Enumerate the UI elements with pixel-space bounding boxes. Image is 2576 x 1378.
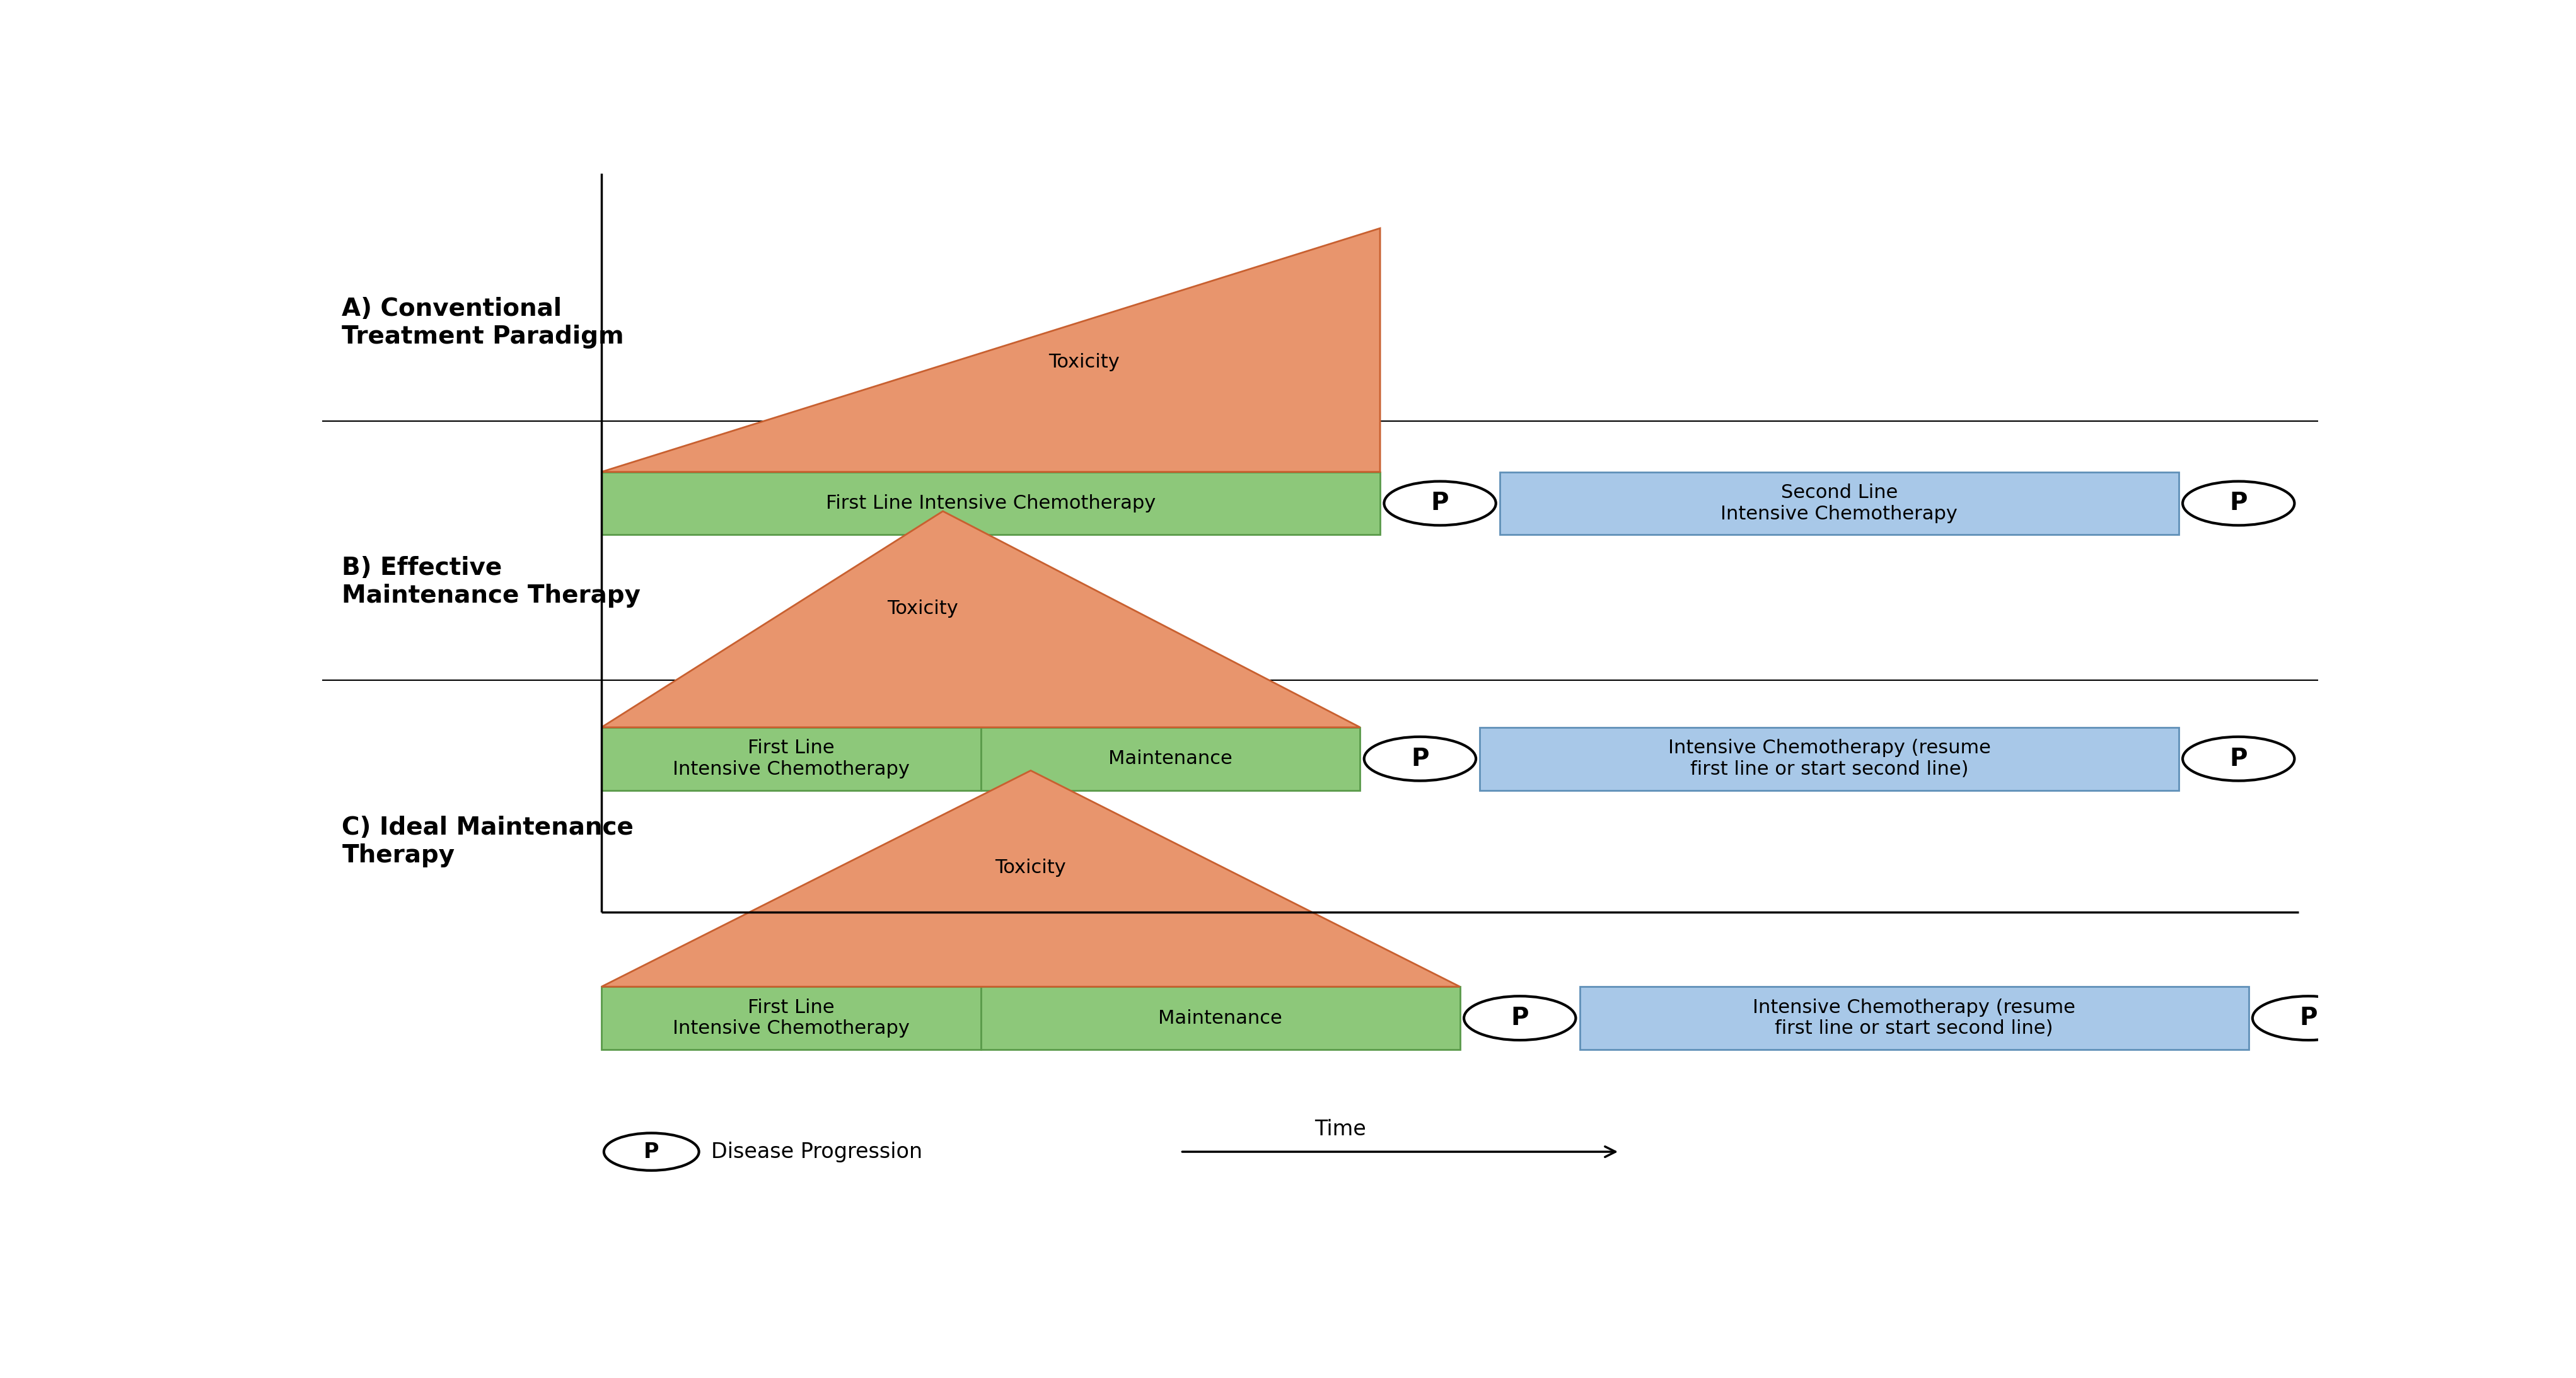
Text: Second Line
Intensive Chemotherapy: Second Line Intensive Chemotherapy: [1721, 484, 1958, 524]
Circle shape: [2182, 481, 2295, 525]
Circle shape: [2251, 996, 2365, 1040]
Text: A) Conventional
Treatment Paradigm: A) Conventional Treatment Paradigm: [343, 296, 623, 349]
Text: Toxicity: Toxicity: [994, 858, 1066, 876]
Text: P: P: [2300, 1006, 2318, 1031]
Polygon shape: [603, 770, 1461, 987]
Circle shape: [1383, 481, 1497, 525]
Text: Toxicity: Toxicity: [886, 599, 958, 617]
Text: Intensive Chemotherapy (resume
first line or start second line): Intensive Chemotherapy (resume first lin…: [1667, 739, 1991, 779]
Text: P: P: [2231, 492, 2246, 515]
Bar: [603, 987, 981, 1050]
Text: P: P: [1512, 1006, 1528, 1031]
Polygon shape: [603, 511, 1360, 728]
Text: P: P: [1412, 747, 1430, 770]
Text: P: P: [644, 1141, 659, 1162]
Text: P: P: [1432, 492, 1448, 515]
Text: First Line
Intensive Chemotherapy: First Line Intensive Chemotherapy: [672, 999, 909, 1038]
Text: First Line Intensive Chemotherapy: First Line Intensive Chemotherapy: [827, 495, 1157, 513]
Text: P: P: [2231, 747, 2246, 770]
Polygon shape: [603, 229, 1381, 471]
Circle shape: [1365, 737, 1476, 781]
Bar: [1579, 987, 2249, 1050]
Text: Disease Progression: Disease Progression: [711, 1141, 922, 1162]
Circle shape: [2182, 737, 2295, 781]
Text: Maintenance: Maintenance: [1108, 750, 1231, 768]
Text: Time: Time: [1314, 1119, 1365, 1140]
Text: B) Effective
Maintenance Therapy: B) Effective Maintenance Therapy: [343, 557, 641, 608]
Text: First Line
Intensive Chemotherapy: First Line Intensive Chemotherapy: [672, 739, 909, 779]
Bar: [1481, 728, 2179, 790]
Text: C) Ideal Maintenance
Therapy: C) Ideal Maintenance Therapy: [343, 816, 634, 867]
Circle shape: [1463, 996, 1577, 1040]
Bar: [603, 728, 981, 790]
Bar: [1499, 471, 2179, 535]
Text: Intensive Chemotherapy (resume
first line or start second line): Intensive Chemotherapy (resume first lin…: [1752, 999, 2076, 1038]
Bar: [981, 987, 1461, 1050]
Text: Toxicity: Toxicity: [1048, 353, 1121, 372]
Bar: [603, 471, 1381, 535]
Circle shape: [603, 1133, 698, 1170]
Bar: [981, 728, 1360, 790]
Text: Maintenance: Maintenance: [1159, 1009, 1283, 1027]
